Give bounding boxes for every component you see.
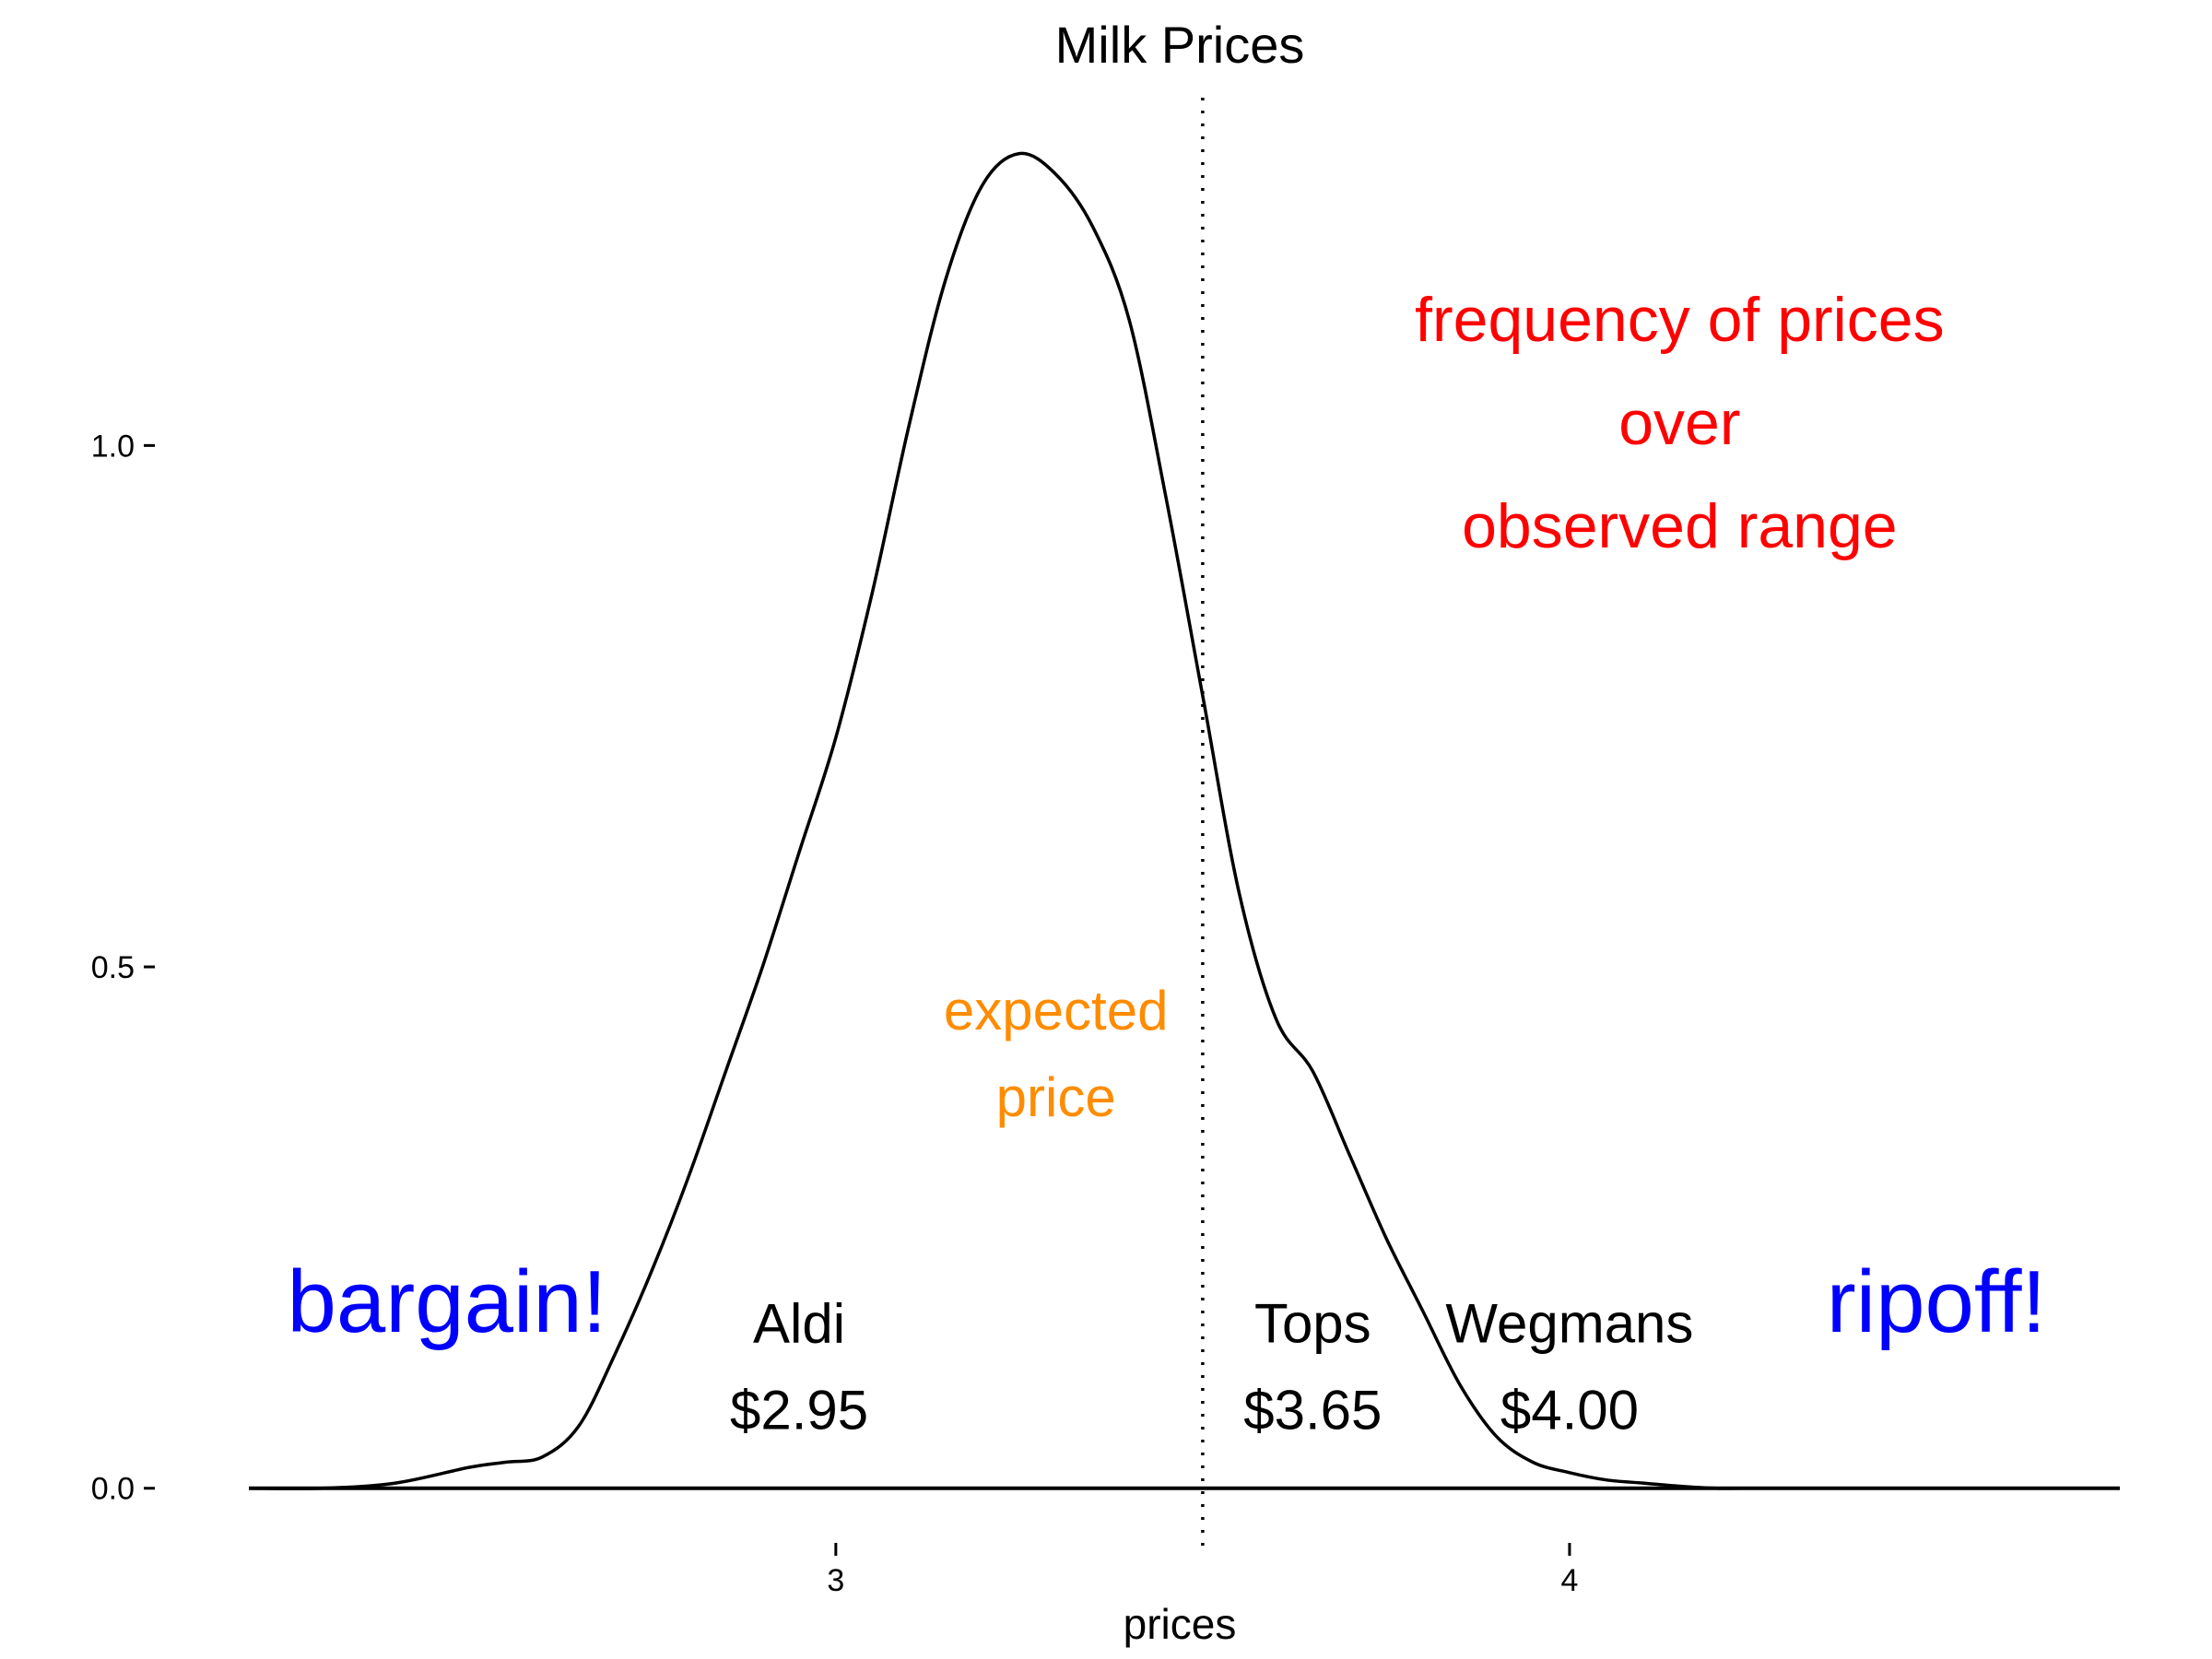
annotations: bargain! ripoff! Aldi $2.95 Tops $3.65 Wegmans… (287, 285, 2046, 1441)
annotation-6-line-1: over (1618, 388, 1740, 458)
y-axis: 0.0 0.5 1.0 (91, 429, 155, 1507)
annotation-2-line-0: Aldi (753, 1292, 845, 1354)
annotation-6-line-0: frequency of prices (1415, 285, 1945, 355)
annotation-5-line-0: expected (944, 980, 1169, 1041)
annotation-1-line-0: ripoff! (1827, 1253, 2046, 1351)
chart-title: Milk Prices (1055, 16, 1305, 74)
y-tick-label-2: 1.0 (91, 429, 135, 464)
annotation-6-line-2: observed range (1462, 491, 1898, 561)
x-axis-title: prices (1124, 1600, 1237, 1648)
annotation-4-line-1: $4.00 (1500, 1379, 1639, 1441)
y-tick-label-1: 0.5 (91, 950, 135, 985)
density-curve (248, 151, 2120, 1490)
annotation-5-line-1: price (996, 1066, 1116, 1128)
annotation-4-line-0: Wegmans (1445, 1292, 1693, 1354)
annotation-3-line-1: $3.65 (1243, 1379, 1382, 1441)
annotation-2-line-1: $2.95 (730, 1379, 868, 1441)
x-tick-label-0: 3 (827, 1563, 844, 1598)
x-tick-label-1: 4 (1560, 1563, 1578, 1598)
annotation-3-line-0: Tops (1254, 1292, 1371, 1354)
annotation-0-line-0: bargain! (287, 1253, 606, 1351)
y-tick-label-0: 0.0 (91, 1472, 135, 1507)
